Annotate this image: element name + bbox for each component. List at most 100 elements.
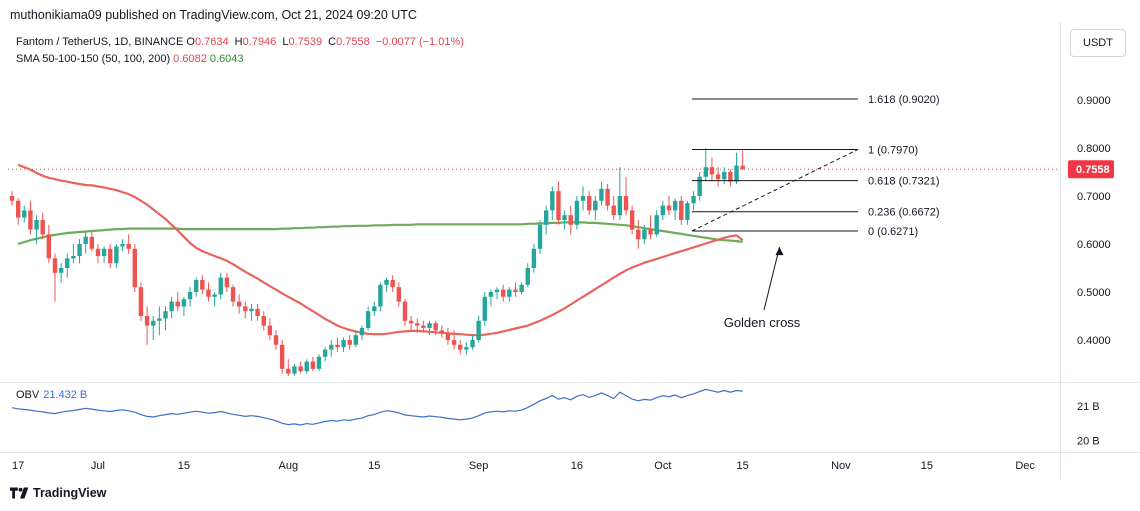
candle <box>218 272 223 300</box>
candle-body <box>108 248 113 264</box>
candle-body <box>329 344 334 350</box>
candle <box>77 239 82 264</box>
candle <box>261 311 266 331</box>
candle <box>488 289 494 307</box>
candle <box>255 304 260 321</box>
candle <box>439 325 444 338</box>
high-value: H0.7946 <box>234 36 277 48</box>
obv-tick-label: 20 B <box>1077 436 1100 448</box>
candle-body <box>163 311 168 319</box>
candle-body <box>666 205 672 211</box>
candle-body <box>138 287 144 316</box>
publisher-caption: muthonikiama09 published on TradingView.… <box>10 8 417 22</box>
candle-body <box>734 165 739 182</box>
candle-body <box>15 200 21 218</box>
candle <box>52 253 58 302</box>
candle <box>372 301 377 316</box>
candle-body <box>126 244 131 249</box>
candle <box>734 152 739 184</box>
candle-body <box>243 306 248 312</box>
candle <box>341 337 346 352</box>
low-value: L0.7539 <box>282 36 323 48</box>
candle-body <box>384 280 389 285</box>
candle <box>58 263 64 283</box>
annotation-label: Golden cross <box>724 315 801 330</box>
candle-body <box>224 277 230 288</box>
candle-body <box>722 172 727 180</box>
candle <box>396 282 402 307</box>
candle-body <box>151 320 156 326</box>
candle-body <box>685 203 690 220</box>
candle <box>476 316 481 343</box>
candle <box>599 181 604 206</box>
candle-body <box>396 287 402 302</box>
candle <box>586 191 592 216</box>
candle-body <box>194 280 199 292</box>
candle-body <box>494 289 500 292</box>
candle-body <box>556 191 561 220</box>
candle <box>642 224 647 244</box>
obv-tick-label: 21 B <box>1077 401 1100 413</box>
candle-body <box>402 301 408 321</box>
candle-body <box>470 340 475 348</box>
candle-body <box>513 289 518 292</box>
currency-button[interactable]: USDT <box>1070 29 1126 57</box>
candle-body <box>101 248 107 256</box>
candle-body <box>157 318 162 321</box>
candle-body <box>372 306 377 312</box>
candle-body <box>415 323 420 326</box>
candle <box>507 287 512 302</box>
candle <box>292 364 297 376</box>
annotation-arrow-head <box>775 247 784 256</box>
candle <box>236 294 242 314</box>
candle-body <box>46 234 52 259</box>
candle <box>126 234 131 254</box>
candle <box>335 337 340 352</box>
candle-body <box>273 335 279 345</box>
sma-value-200: 0.6043 <box>209 53 244 65</box>
candle <box>298 361 303 374</box>
candle <box>697 172 702 201</box>
candle <box>415 318 420 333</box>
candle <box>513 282 518 297</box>
candle <box>537 220 543 254</box>
candle <box>470 335 475 350</box>
candle <box>531 244 537 273</box>
obv-layer <box>11 388 743 426</box>
candle-body <box>181 299 187 307</box>
candle <box>316 354 322 372</box>
candle-body <box>77 244 82 256</box>
price-tick-label: 0.6000 <box>1077 239 1111 251</box>
candle-body <box>550 191 555 211</box>
candle <box>679 196 684 225</box>
sma-row: SMA 50-100-150 (50, 100, 200) 0.6082 0.6… <box>16 51 464 68</box>
candle-body <box>255 308 260 316</box>
candle-body <box>132 248 137 288</box>
time-tick-label: 15 <box>368 460 380 472</box>
candle-body <box>65 258 70 268</box>
candle <box>648 215 653 240</box>
tradingview-footer[interactable]: TradingView <box>10 486 106 500</box>
candle-body <box>507 289 512 297</box>
candle-body <box>611 205 616 216</box>
candle-body <box>715 174 721 180</box>
candle <box>212 292 217 307</box>
fib-level-label: 0.618 (0.7321) <box>868 176 940 188</box>
candle <box>408 316 414 331</box>
candle-body <box>593 200 598 211</box>
candle <box>114 244 119 268</box>
tradingview-brand: TradingView <box>33 486 107 500</box>
candle-body <box>267 325 273 336</box>
candle <box>574 196 580 230</box>
candle <box>728 169 733 187</box>
candle <box>451 330 457 350</box>
candle <box>83 232 88 254</box>
candle <box>46 224 52 264</box>
candle <box>144 306 150 345</box>
candle-body <box>144 316 150 326</box>
candle <box>200 275 205 295</box>
candle-body <box>636 229 641 240</box>
candle-body <box>114 246 119 264</box>
candle <box>329 340 334 357</box>
